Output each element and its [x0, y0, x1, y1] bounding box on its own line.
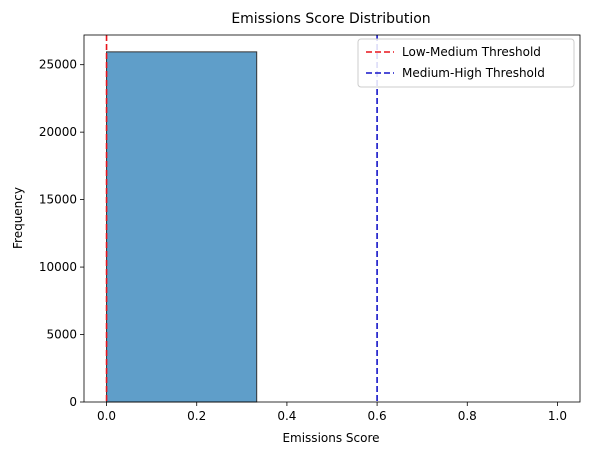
x-tick-label: 0.2: [187, 409, 206, 423]
x-tick-label: 0.6: [368, 409, 387, 423]
y-tick-label: 15000: [39, 193, 77, 207]
threshold-lines: [105, 35, 378, 402]
y-tick-label: 0: [69, 395, 77, 409]
bars-layer: [106, 51, 258, 403]
plot-frame: [83, 34, 581, 403]
legend: Low-Medium Threshold Medium-High Threshol…: [357, 38, 575, 88]
legend-label-1: Medium-High Threshold: [402, 66, 545, 80]
legend-box: [357, 38, 575, 88]
x-axis-ticks: 0.0 0.2 0.4 0.6 0.8 1.0: [97, 402, 567, 423]
x-tick-label: 0.0: [97, 409, 116, 423]
y-tick-label: 25000: [39, 58, 77, 72]
x-tick-label: 0.4: [277, 409, 296, 423]
histogram-bar-0: [106, 51, 258, 403]
y-axis-ticks: 0 5000 10000 15000 20000 25000: [39, 58, 84, 409]
y-tick-label: 5000: [46, 328, 77, 342]
chart-title: Emissions Score Distribution: [231, 11, 430, 27]
legend-label-0: Low-Medium Threshold: [402, 45, 541, 59]
x-axis-label: Emissions Score: [282, 431, 379, 445]
y-tick-label: 20000: [39, 125, 77, 139]
y-tick-label: 10000: [39, 260, 77, 274]
x-tick-label: 1.0: [548, 409, 567, 423]
x-tick-label: 0.8: [458, 409, 477, 423]
y-axis-label: Frequency: [11, 187, 25, 249]
